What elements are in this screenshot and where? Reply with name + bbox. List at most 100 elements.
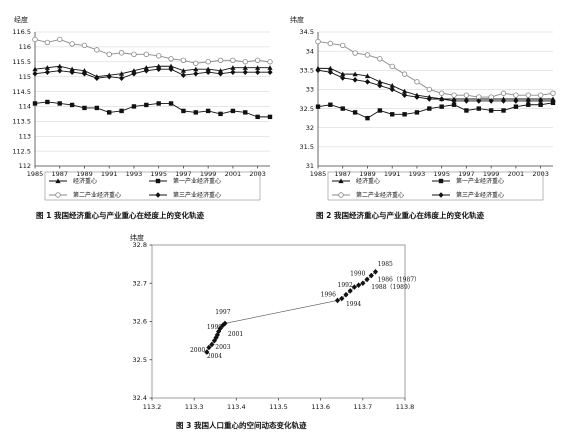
x-tick-label: 2003	[532, 170, 549, 178]
data-point	[364, 73, 371, 79]
data-point	[94, 47, 100, 53]
data-point	[230, 65, 236, 70]
data-point	[69, 69, 75, 75]
y-tick-label: 112	[19, 162, 31, 170]
y-tick-label: 34	[306, 47, 314, 55]
x-tick-label: 1995	[150, 170, 167, 178]
data-point	[364, 78, 371, 85]
y-tick-label: 115	[19, 73, 31, 81]
data-point	[168, 66, 174, 73]
data-point	[315, 38, 321, 45]
legend-marker	[55, 192, 61, 198]
line-chart-1: 112 112.5 113 113.5 114 114.5 115 115.5 116 116.5…	[12, 15, 273, 220]
legend-marker	[55, 178, 61, 184]
data-point	[488, 98, 494, 104]
data-point	[439, 96, 445, 102]
data-point	[343, 291, 349, 298]
point-label: 1990	[350, 271, 365, 278]
data-point	[526, 102, 531, 107]
y-tick-label: 114	[19, 103, 31, 111]
x-tick-label: 1997	[175, 170, 192, 178]
data-point	[389, 86, 395, 93]
data-point	[414, 79, 420, 85]
line-chart-2: 31 31.5 32 32.5 33 33.5 34 34.5 1985 1987 1989 1991…	[290, 15, 556, 220]
data-point	[352, 50, 358, 56]
data-point	[364, 52, 371, 58]
data-point	[156, 101, 161, 106]
data-point	[106, 51, 112, 58]
series-line-1	[318, 67, 553, 100]
x-tick-label: 1987	[334, 170, 351, 178]
x-tick-label: 2003	[249, 170, 266, 178]
data-point	[32, 66, 38, 72]
y-tick-label: 31.5	[300, 143, 314, 151]
x-tick-label: 113.3	[185, 403, 204, 411]
data-point	[476, 106, 481, 111]
data-point	[364, 276, 370, 283]
data-point	[538, 98, 544, 104]
data-point	[217, 68, 224, 73]
data-point	[209, 341, 215, 348]
data-point	[525, 92, 531, 98]
series-line-3	[317, 41, 554, 98]
legend-label: 第一产业经济重心	[456, 177, 504, 185]
x-tick-label: 1989	[359, 170, 376, 178]
point-label: 1985	[378, 261, 393, 268]
point-label: 1994	[346, 301, 361, 308]
legend-marker	[338, 178, 344, 184]
data-point	[352, 71, 358, 77]
data-point	[389, 63, 395, 70]
data-point	[204, 349, 210, 355]
data-point	[217, 70, 224, 77]
data-point	[211, 337, 218, 344]
data-point	[327, 40, 334, 47]
data-point	[118, 75, 125, 81]
data-point	[44, 39, 51, 46]
data-point	[254, 57, 261, 63]
data-point	[255, 114, 260, 120]
data-point	[131, 70, 137, 77]
x-tick-label: 1999	[483, 170, 500, 178]
legend-marker	[438, 178, 444, 184]
figure-caption: 图 1 我国经济重心与产业重心在经度上的变化轨迹	[36, 210, 204, 220]
data-point	[451, 98, 457, 104]
y-tick-label: 32.8	[133, 241, 147, 249]
point-label: 1996	[321, 292, 336, 299]
data-point	[340, 42, 346, 49]
data-point	[32, 70, 38, 77]
x-tick-label: 1993	[126, 170, 143, 178]
figure-caption: 图 2 我国经济重心与产业重心在纬度上的变化轨迹	[316, 210, 484, 220]
data-point	[57, 67, 63, 74]
data-point	[45, 99, 50, 105]
data-point	[242, 59, 248, 65]
y-tick-label: 32.7	[133, 279, 147, 287]
point-label: 2000	[190, 347, 205, 354]
point-label: 1986（1987）	[378, 276, 421, 283]
data-point	[144, 102, 149, 108]
y-tick-label: 34.5	[300, 28, 314, 36]
data-point	[255, 65, 261, 70]
legend-label: 经济重心	[356, 177, 380, 185]
point-label: 1988（1989）	[371, 284, 414, 291]
x-tick-label: 1999	[200, 170, 217, 178]
data-point	[193, 66, 199, 72]
data-point	[180, 68, 187, 73]
x-tick-label: 113.2	[143, 403, 162, 411]
data-point	[390, 112, 395, 117]
data-point	[463, 92, 470, 98]
data-point	[368, 272, 374, 279]
data-point	[352, 77, 358, 83]
y-tick-label: 115.5	[12, 58, 31, 66]
x-tick-label: 113.7	[354, 403, 373, 411]
data-point	[401, 88, 408, 94]
data-point	[44, 65, 50, 70]
x-tick-label: 1987	[51, 170, 68, 178]
data-point	[81, 68, 88, 73]
x-tick-label: 113.5	[269, 403, 288, 411]
x-tick-label: 1989	[76, 170, 93, 178]
data-point	[389, 83, 395, 88]
data-point	[267, 59, 273, 65]
